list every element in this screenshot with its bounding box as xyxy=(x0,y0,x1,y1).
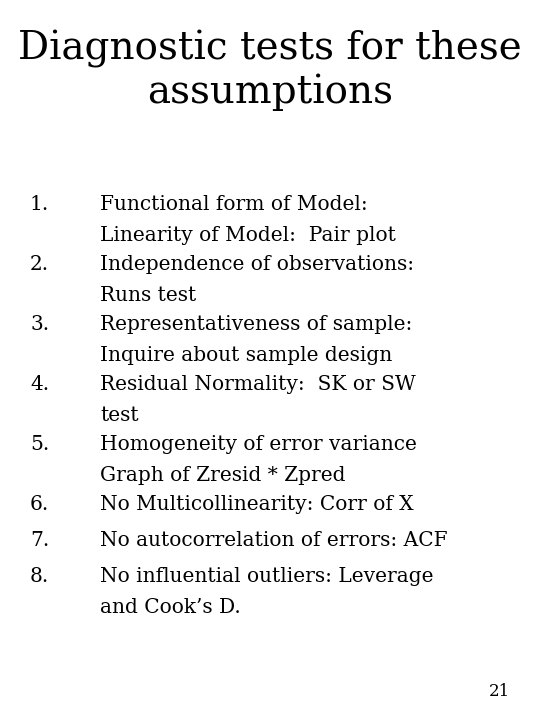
Text: test: test xyxy=(100,405,139,425)
Text: 6.: 6. xyxy=(30,495,49,514)
Text: Residual Normality:  SK or SW: Residual Normality: SK or SW xyxy=(100,375,416,394)
Text: No influential outliers: Leverage: No influential outliers: Leverage xyxy=(100,567,434,586)
Text: 3.: 3. xyxy=(30,315,49,334)
Text: Independence of observations:: Independence of observations: xyxy=(100,255,414,274)
Text: 21: 21 xyxy=(489,683,510,700)
Text: and Cook’s D.: and Cook’s D. xyxy=(100,598,241,616)
Text: Linearity of Model:  Pair plot: Linearity of Model: Pair plot xyxy=(100,225,396,245)
Text: 2.: 2. xyxy=(30,255,49,274)
Text: 5.: 5. xyxy=(30,435,49,454)
Text: Diagnostic tests for these
assumptions: Diagnostic tests for these assumptions xyxy=(18,30,522,112)
Text: No autocorrelation of errors: ACF: No autocorrelation of errors: ACF xyxy=(100,531,448,550)
Text: Inquire about sample design: Inquire about sample design xyxy=(100,346,392,364)
Text: Functional form of Model:: Functional form of Model: xyxy=(100,195,368,214)
Text: 1.: 1. xyxy=(30,195,49,214)
Text: Runs test: Runs test xyxy=(100,286,196,305)
Text: No Multicollinearity: Corr of X: No Multicollinearity: Corr of X xyxy=(100,495,414,514)
Text: Homogeneity of error variance: Homogeneity of error variance xyxy=(100,435,417,454)
Text: 8.: 8. xyxy=(30,567,49,586)
Text: 7.: 7. xyxy=(30,531,49,550)
Text: Representativeness of sample:: Representativeness of sample: xyxy=(100,315,413,334)
Text: 4.: 4. xyxy=(30,375,49,394)
Text: Graph of Zresid * Zpred: Graph of Zresid * Zpred xyxy=(100,466,346,485)
